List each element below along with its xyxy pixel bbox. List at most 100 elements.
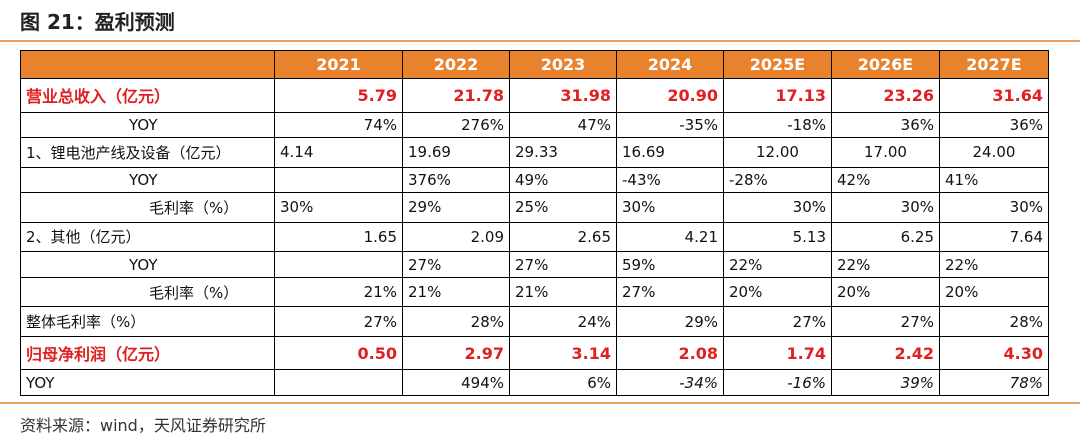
table-cell: 42% [831,166,940,194]
table-cell: 2.09 [402,221,510,253]
table-cell: 27% [274,306,403,337]
table-cell: 17.00 [831,137,940,168]
row-label: 毛利率（%） [20,192,275,223]
table-cell: 1.74 [723,335,832,371]
table-cell: 27% [831,306,940,337]
table-cell: 30% [831,192,940,223]
table-cell: -18% [723,111,832,139]
table-cell: 2.08 [616,335,724,371]
table-cell: 36% [939,111,1049,139]
table-cell: 16.69 [616,137,724,168]
table-row-revenue-yoy: YOY 74% 276% 47% -35% -18% 36% 36% [20,111,1049,139]
table-cell: 494% [402,369,510,396]
table-row-other-margin: 毛利率（%） 21% 21% 21% 27% 20% 20% 20% [20,276,1049,308]
header-year: 2027E [939,50,1049,79]
table-row-other-yoy: YOY 27% 27% 59% 22% 22% 22% [20,251,1049,278]
table-row-battery-margin: 毛利率（%） 30% 29% 25% 30% 30% 30% 30% [20,192,1049,223]
table-cell: 24% [509,306,617,337]
row-label: 毛利率（%） [20,276,275,308]
table-cell: -28% [723,166,832,194]
table-cell: 29% [402,192,510,223]
table-row-overall-margin: 整体毛利率（%） 27% 28% 24% 29% 27% 27% 28% [20,306,1049,337]
table-cell: 30% [723,192,832,223]
table-cell: 28% [402,306,510,337]
row-label: 营业总收入（亿元） [20,78,275,113]
figure-title: 图 21：盈利预测 [20,10,175,34]
row-label: YOY [20,166,275,194]
header-year: 2022 [402,50,510,79]
table-cell: 30% [616,192,724,223]
table-cell [274,369,403,396]
table-cell: 4.30 [939,335,1049,371]
table-cell: 31.98 [509,78,617,113]
table-cell: 22% [831,251,940,278]
table-cell: 22% [723,251,832,278]
table-cell: 2.65 [509,221,617,253]
table-cell: -34% [616,369,724,396]
table-cell: -35% [616,111,724,139]
table-cell: 376% [402,166,510,194]
table-cell: 12.00 [723,137,832,168]
row-label: 1、锂电池产线及设备（亿元） [20,137,275,168]
table-cell: 41% [939,166,1049,194]
table-cell: 2.42 [831,335,940,371]
table-cell: 6.25 [831,221,940,253]
table-cell: 0.50 [274,335,403,371]
table-cell: 20% [831,276,940,308]
table-cell: 59% [616,251,724,278]
header-year: 2026E [831,50,940,79]
table-cell: 3.14 [509,335,617,371]
table-cell: 4.14 [274,137,403,168]
table-cell: 49% [509,166,617,194]
table-cell: 21% [509,276,617,308]
table-cell: 5.13 [723,221,832,253]
table-cell: 24.00 [939,137,1049,168]
table-cell: 20% [939,276,1049,308]
table-cell: 21% [402,276,510,308]
table-cell: 23.26 [831,78,940,113]
table-cell: 2.97 [402,335,510,371]
table-row-other: 2、其他（亿元） 1.65 2.09 2.65 4.21 5.13 6.25 7… [20,221,1049,253]
table-cell: -16% [723,369,832,396]
header-label-cell [20,50,275,79]
table-cell: 31.64 [939,78,1049,113]
header-year: 2021 [274,50,403,79]
bottom-divider [0,402,1080,404]
table-row-net-profit: 归母净利润（亿元） 0.50 2.97 3.14 2.08 1.74 2.42 … [20,335,1049,371]
table-cell: 20.90 [616,78,724,113]
table-cell: 27% [509,251,617,278]
table-cell: 47% [509,111,617,139]
table-cell: 6% [509,369,617,396]
table-cell: 78% [939,369,1049,396]
table-row-net-profit-yoy: YOY 494% 6% -34% -16% 39% 78% [20,369,1049,396]
table-cell: 4.21 [616,221,724,253]
table-cell: 30% [939,192,1049,223]
table-cell: 7.64 [939,221,1049,253]
header-year: 2023 [509,50,617,79]
table-cell: 19.69 [402,137,510,168]
table-cell: 27% [616,276,724,308]
table-cell: 30% [274,192,403,223]
table-cell: 21% [274,276,403,308]
row-label: 归母净利润（亿元） [20,335,275,371]
row-label: 2、其他（亿元） [20,221,275,253]
table-cell: 27% [402,251,510,278]
table-cell: 17.13 [723,78,832,113]
table-cell: 36% [831,111,940,139]
header-year: 2025E [723,50,832,79]
table-cell: 74% [274,111,403,139]
table-cell: 28% [939,306,1049,337]
table-cell: 27% [723,306,832,337]
table-row-battery-yoy: YOY 376% 49% -43% -28% 42% 41% [20,166,1049,194]
row-label: YOY [20,251,275,278]
table-cell [274,166,403,194]
table-cell: 1.65 [274,221,403,253]
row-label: YOY [20,111,275,139]
table-cell: 29% [616,306,724,337]
table-cell: 25% [509,192,617,223]
top-divider [0,40,1080,42]
table-row-battery-line: 1、锂电池产线及设备（亿元） 4.14 19.69 29.33 16.69 12… [20,137,1049,168]
table-cell: 276% [402,111,510,139]
table-cell: 5.79 [274,78,403,113]
table-row-total-revenue: 营业总收入（亿元） 5.79 21.78 31.98 20.90 17.13 2… [20,78,1049,113]
